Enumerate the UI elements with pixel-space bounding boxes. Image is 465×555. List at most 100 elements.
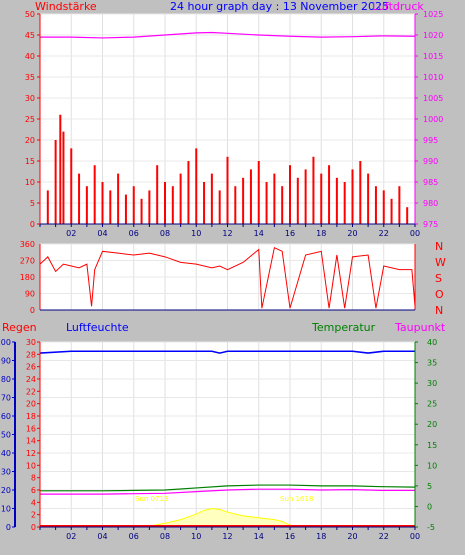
climate-x-tick-label: 14	[254, 532, 264, 541]
wind-y-tick-label: 15	[25, 157, 35, 166]
compass-labels: N W S O N	[435, 240, 446, 317]
rain-y-tick-label: 12	[26, 449, 36, 458]
rain-y-tick-label: 20	[26, 400, 36, 409]
rain-y-tick-label: 14	[26, 437, 36, 446]
wind-x-tick-label: 00	[410, 229, 420, 238]
compass-w: W	[435, 256, 446, 269]
wind-x-tick-label: 08	[160, 229, 170, 238]
climate-x-tick-label: 18	[316, 532, 326, 541]
compass-n-bottom: N	[435, 304, 443, 317]
temp-y-tick-label: -5	[427, 523, 435, 532]
temp-y-tick-label: 35	[427, 359, 437, 368]
dewpoint-line	[40, 488, 415, 495]
pressure-y-tick-label: 1025	[423, 10, 443, 19]
dir-y-tick-label: 0	[30, 306, 35, 315]
wind-y-tick-label: 5	[30, 199, 35, 208]
climate-x-tick-label: 04	[97, 532, 107, 541]
wind-x-tick-label: 20	[347, 229, 357, 238]
temp-y-tick-label: 30	[427, 379, 437, 388]
climate-x-tick-label: 06	[129, 532, 139, 541]
wind-x-tick-label: 04	[97, 229, 107, 238]
pressure-y-tick-label: 975	[423, 220, 438, 229]
pressure-line	[40, 31, 416, 39]
compass-s: S	[435, 272, 442, 285]
wind-y-tick-label: 45	[25, 31, 35, 40]
direction-line	[39, 246, 416, 309]
rain-y-tick-label: 26	[26, 363, 36, 372]
temperature-line	[40, 484, 416, 492]
compass-o: O	[435, 288, 444, 301]
rain-y-tick-label: 30	[26, 338, 36, 347]
wind-x-tick-label: 16	[285, 229, 295, 238]
chart-title: 24 hour graph day : 13 November 2025	[170, 0, 389, 13]
climate-x-tick-label: 22	[379, 532, 389, 541]
pressure-y-tick-label: 1015	[423, 52, 443, 61]
sunrise-label: Sun 0713	[135, 495, 168, 503]
wind-y-tick-label: 10	[25, 178, 35, 187]
wind-x-tick-label: 18	[316, 229, 326, 238]
rain-y-tick-label: 28	[26, 350, 36, 359]
rain-y-tick-label: 4	[31, 498, 36, 507]
temp-y-tick-label: 15	[427, 441, 437, 450]
rain-y-tick-label: 18	[26, 412, 36, 421]
rain-y-tick-label: 24	[26, 375, 36, 384]
humidity-y-tick-label: 100	[0, 338, 11, 347]
wind-x-tick-label: 10	[191, 229, 201, 238]
rain-y-tick-label: 6	[31, 486, 36, 495]
humidity-y-tick-label: 0	[6, 523, 11, 532]
wind-y-tick-label: 50	[25, 10, 35, 19]
wind-x-tick-label: 02	[66, 229, 76, 238]
pressure-y-tick-label: 1000	[423, 115, 443, 124]
temperatur-axis-title: Temperatur	[311, 321, 376, 334]
axes-layer: 0510152025303540455097598098599099510001…	[0, 10, 443, 541]
temp-y-tick-label: 0	[427, 502, 432, 511]
climate-x-tick-label: 12	[222, 532, 232, 541]
dir-y-tick-label: 360	[20, 240, 35, 249]
regen-axis-title: Regen	[2, 321, 37, 334]
temp-y-tick-label: 5	[427, 482, 432, 491]
humidity-y-tick-label: 70	[1, 394, 11, 403]
sunset-label: Sun 1618	[280, 495, 313, 503]
humidity-y-tick-label: 50	[1, 431, 11, 440]
temp-y-tick-label: 40	[427, 338, 437, 347]
luftfeuchte-axis-title: Luftfeuchte	[66, 321, 129, 334]
temp-y-tick-label: 10	[427, 461, 437, 470]
humidity-y-tick-label: 30	[1, 468, 11, 477]
data-layer	[39, 31, 416, 528]
climate-x-tick-label: 00	[410, 532, 420, 541]
pressure-y-tick-label: 1020	[423, 31, 443, 40]
wind-x-tick-label: 22	[379, 229, 389, 238]
wind-axis-title: Windstärke	[35, 0, 97, 13]
dir-y-tick-label: 270	[20, 257, 35, 266]
humidity-y-tick-label: 60	[1, 412, 11, 421]
rain-y-tick-label: 8	[31, 474, 36, 483]
climate-x-tick-label: 10	[191, 532, 201, 541]
humidity-y-tick-label: 10	[1, 505, 11, 514]
rain-y-tick-label: 2	[31, 511, 36, 520]
temp-y-tick-label: 20	[427, 420, 437, 429]
pressure-y-tick-label: 985	[423, 178, 438, 187]
pressure-y-tick-label: 995	[423, 136, 438, 145]
climate-x-tick-label: 02	[66, 532, 76, 541]
wind-x-tick-label: 14	[254, 229, 264, 238]
wind-y-tick-label: 0	[30, 220, 35, 229]
pressure-y-tick-label: 1010	[423, 73, 443, 82]
rain-y-tick-label: 10	[26, 461, 36, 470]
wind-y-tick-label: 30	[25, 94, 35, 103]
compass-n-top: N	[435, 240, 443, 253]
wind-x-tick-label: 06	[129, 229, 139, 238]
wind-x-tick-label: 12	[222, 229, 232, 238]
humidity-line	[39, 350, 415, 354]
rain-y-tick-label: 16	[26, 424, 36, 433]
humidity-y-tick-label: 90	[1, 357, 11, 366]
humidity-y-tick-label: 80	[1, 375, 11, 384]
wind-y-tick-label: 20	[25, 136, 35, 145]
solar-area	[141, 507, 295, 528]
pressure-axis-title: Luftdruck	[372, 0, 424, 13]
rain-y-tick-label: 0	[31, 523, 36, 532]
climate-x-tick-label: 08	[160, 532, 170, 541]
temp-y-tick-label: 25	[427, 400, 437, 409]
wind-y-tick-label: 35	[25, 73, 35, 82]
pressure-y-tick-label: 980	[423, 199, 438, 208]
